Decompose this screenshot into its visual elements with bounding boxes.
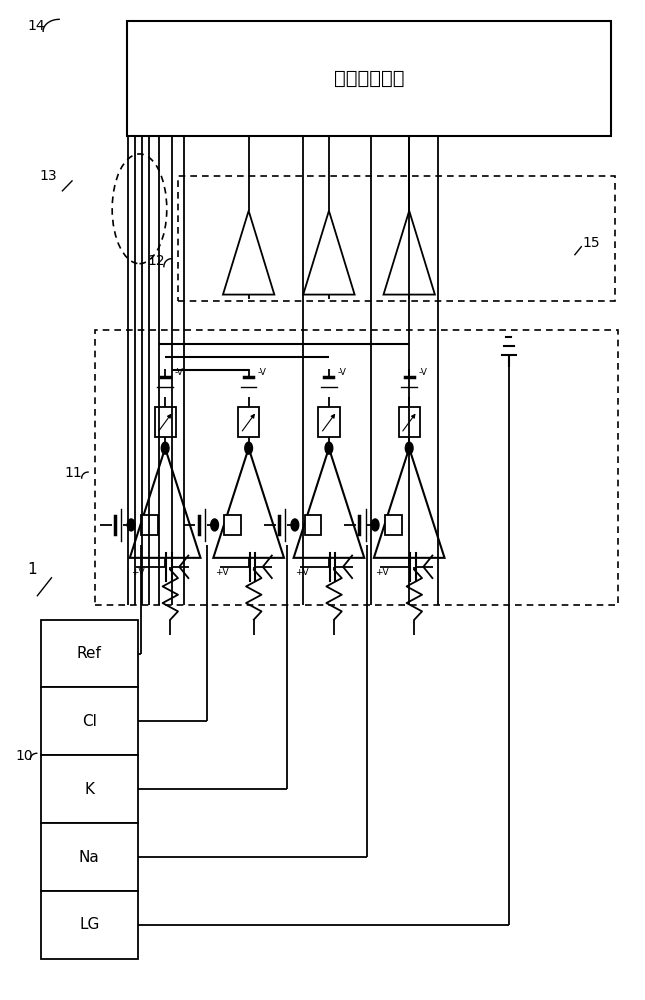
Bar bbox=[41, 620, 137, 687]
Bar bbox=[319, 407, 339, 437]
Text: 信号处理电路: 信号处理电路 bbox=[334, 69, 404, 88]
Circle shape bbox=[245, 442, 252, 454]
Text: Na: Na bbox=[79, 850, 100, 865]
Text: 12: 12 bbox=[148, 254, 165, 268]
Bar bbox=[385, 515, 402, 535]
Bar bbox=[155, 407, 175, 437]
Text: -V: -V bbox=[257, 368, 266, 377]
Circle shape bbox=[291, 519, 299, 531]
Text: Ref: Ref bbox=[77, 646, 102, 661]
Text: K: K bbox=[84, 782, 94, 797]
Text: -V: -V bbox=[174, 368, 183, 377]
Bar bbox=[126, 21, 611, 136]
Text: 11: 11 bbox=[64, 466, 82, 480]
Circle shape bbox=[372, 519, 379, 531]
Circle shape bbox=[404, 337, 413, 351]
Circle shape bbox=[405, 442, 413, 454]
Circle shape bbox=[127, 519, 135, 531]
Text: +V: +V bbox=[295, 568, 308, 577]
Text: +V: +V bbox=[375, 568, 389, 577]
Text: 10: 10 bbox=[15, 749, 33, 763]
Circle shape bbox=[211, 519, 219, 531]
Text: LG: LG bbox=[79, 917, 99, 932]
Bar bbox=[141, 515, 157, 535]
Bar bbox=[399, 407, 420, 437]
Bar bbox=[41, 755, 137, 823]
Text: -V: -V bbox=[418, 368, 427, 377]
Bar bbox=[41, 687, 137, 755]
Bar bbox=[95, 330, 618, 605]
Bar bbox=[41, 823, 137, 891]
Bar bbox=[224, 515, 241, 535]
Bar bbox=[41, 891, 137, 959]
Bar bbox=[178, 176, 615, 301]
Text: 1: 1 bbox=[27, 562, 37, 577]
Text: +V: +V bbox=[131, 568, 144, 577]
Bar bbox=[238, 407, 259, 437]
Text: +V: +V bbox=[215, 568, 228, 577]
Text: 15: 15 bbox=[582, 236, 600, 250]
Text: 14: 14 bbox=[27, 19, 45, 33]
Circle shape bbox=[325, 442, 333, 454]
Circle shape bbox=[244, 363, 253, 377]
Text: -V: -V bbox=[338, 368, 347, 377]
Bar bbox=[304, 515, 321, 535]
Circle shape bbox=[161, 442, 169, 454]
Circle shape bbox=[324, 350, 333, 364]
Text: Cl: Cl bbox=[82, 714, 97, 729]
Text: 13: 13 bbox=[40, 169, 57, 183]
